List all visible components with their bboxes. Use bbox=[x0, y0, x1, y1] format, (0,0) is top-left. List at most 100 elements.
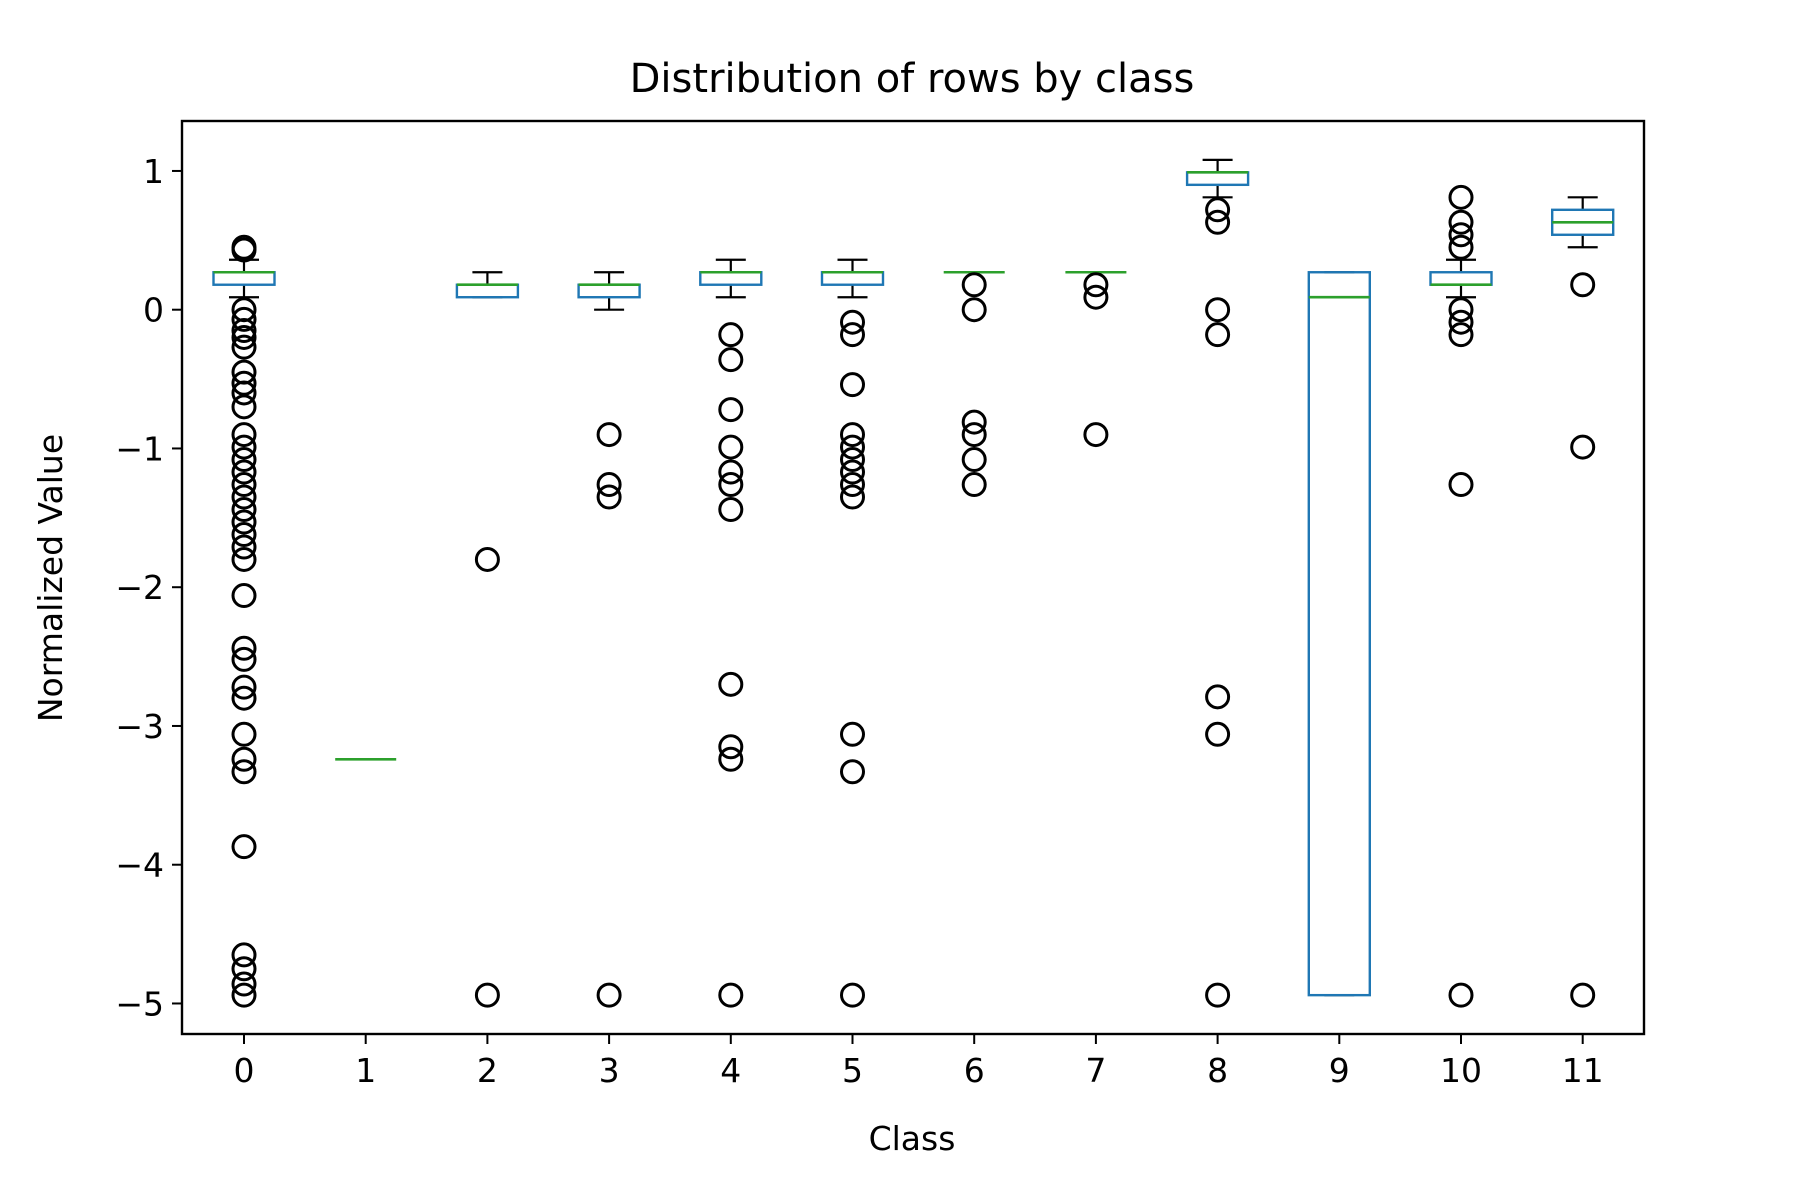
iqr-box bbox=[1185, 171, 1250, 187]
iqr-box bbox=[212, 271, 276, 286]
iqr-box bbox=[455, 283, 520, 299]
outlier-point bbox=[1448, 297, 1474, 323]
outlier-point bbox=[231, 942, 257, 968]
outlier-point bbox=[231, 422, 257, 448]
outlier-point bbox=[718, 472, 744, 498]
outlier-point bbox=[231, 746, 257, 772]
outlier-point bbox=[231, 237, 257, 263]
box-group-class-7 bbox=[1065, 270, 1127, 448]
outlier-point bbox=[596, 422, 622, 448]
iqr-box bbox=[820, 271, 885, 286]
outlier-point bbox=[961, 297, 987, 323]
outlier-point bbox=[961, 422, 987, 448]
outlier-point bbox=[231, 447, 257, 473]
x-tick-label: 6 bbox=[964, 1051, 985, 1090]
box-group-class-8 bbox=[1185, 158, 1250, 1008]
outlier-point bbox=[1448, 234, 1474, 260]
outlier-point bbox=[840, 459, 865, 485]
x-tick-label: 0 bbox=[234, 1051, 255, 1090]
outlier-point bbox=[1205, 982, 1231, 1008]
outlier-point bbox=[231, 306, 257, 332]
y-tick-label: −3 bbox=[115, 707, 164, 746]
x-tick-label: 11 bbox=[1562, 1051, 1604, 1090]
box-group-class-9 bbox=[1307, 271, 1372, 997]
outlier-point bbox=[1570, 272, 1596, 298]
outlier-point bbox=[1448, 982, 1474, 1008]
outlier-point bbox=[718, 434, 744, 460]
outlier-point bbox=[231, 394, 257, 420]
outlier-point bbox=[1083, 422, 1109, 448]
outlier-point bbox=[718, 397, 744, 423]
outlier-point bbox=[231, 583, 257, 609]
box-group-class-10 bbox=[1429, 184, 1493, 1008]
outlier-point bbox=[231, 534, 257, 560]
outlier-point bbox=[231, 521, 257, 547]
outlier-point bbox=[840, 472, 865, 498]
outlier-point bbox=[840, 372, 865, 398]
x-tick-label: 7 bbox=[1085, 1051, 1106, 1090]
y-tick-label: −2 bbox=[115, 568, 164, 607]
box-group-class-4 bbox=[699, 258, 763, 1008]
outlier-point bbox=[840, 434, 865, 460]
y-tick-label: 1 bbox=[143, 152, 164, 191]
y-tick-label: −4 bbox=[115, 846, 164, 885]
outlier-point bbox=[231, 370, 257, 396]
outlier-point bbox=[961, 472, 987, 498]
outlier-point bbox=[231, 509, 257, 535]
outlier-point bbox=[840, 422, 865, 448]
iqr-box bbox=[1429, 271, 1493, 286]
x-tick-label: 5 bbox=[842, 1051, 863, 1090]
outlier-point bbox=[231, 459, 257, 485]
y-axis: 1 0 −1 −2 −3 −4 −5 bbox=[115, 152, 182, 1023]
iqr-box bbox=[1307, 271, 1372, 997]
box-group-class-2 bbox=[455, 271, 520, 1008]
outlier-point bbox=[718, 347, 744, 373]
box-group-class-6 bbox=[943, 270, 1005, 498]
outlier-point bbox=[840, 721, 865, 747]
outlier-point bbox=[961, 272, 987, 298]
outlier-point bbox=[596, 472, 622, 498]
outlier-point bbox=[718, 746, 744, 772]
outlier-point bbox=[840, 484, 865, 510]
y-tick-label: −5 bbox=[115, 984, 164, 1023]
outlier-point bbox=[718, 459, 744, 485]
outlier-point bbox=[1205, 322, 1231, 348]
outlier-point bbox=[231, 759, 257, 785]
outlier-point bbox=[718, 734, 744, 760]
outlier-point bbox=[1448, 222, 1474, 248]
outlier-point bbox=[231, 484, 257, 510]
outlier-point bbox=[1448, 322, 1474, 348]
plot-frame bbox=[180, 119, 1646, 1036]
outlier-point bbox=[961, 409, 987, 435]
outlier-point bbox=[231, 685, 257, 711]
outlier-point bbox=[1570, 434, 1596, 460]
outlier-point bbox=[474, 546, 500, 572]
outlier-point bbox=[1570, 982, 1596, 1008]
y-tick-label: 0 bbox=[143, 291, 164, 330]
outlier-point bbox=[1083, 272, 1109, 298]
outlier-point bbox=[231, 334, 257, 360]
outlier-point bbox=[596, 982, 622, 1008]
outlier-point bbox=[718, 982, 744, 1008]
box-group-class-5 bbox=[820, 258, 885, 1008]
x-tick-label: 9 bbox=[1329, 1051, 1350, 1090]
iqr-box bbox=[577, 283, 641, 299]
outlier-point bbox=[231, 982, 257, 1008]
outlier-point bbox=[1205, 297, 1231, 323]
outlier-point bbox=[231, 497, 257, 523]
x-tick-label: 8 bbox=[1207, 1051, 1228, 1090]
outlier-point bbox=[1448, 472, 1474, 498]
outlier-point bbox=[231, 546, 257, 572]
outlier-point bbox=[1448, 209, 1474, 235]
outlier-point bbox=[231, 956, 257, 982]
outlier-point bbox=[596, 484, 622, 510]
outlier-point bbox=[840, 309, 865, 335]
x-axis-label: Class bbox=[869, 1119, 956, 1158]
chart-title: Distribution of rows by class bbox=[630, 56, 1195, 102]
outlier-point bbox=[1448, 309, 1474, 335]
outlier-point bbox=[1448, 184, 1474, 210]
outlier-point bbox=[1205, 684, 1231, 710]
outlier-point bbox=[718, 497, 744, 523]
outlier-point bbox=[231, 635, 257, 661]
